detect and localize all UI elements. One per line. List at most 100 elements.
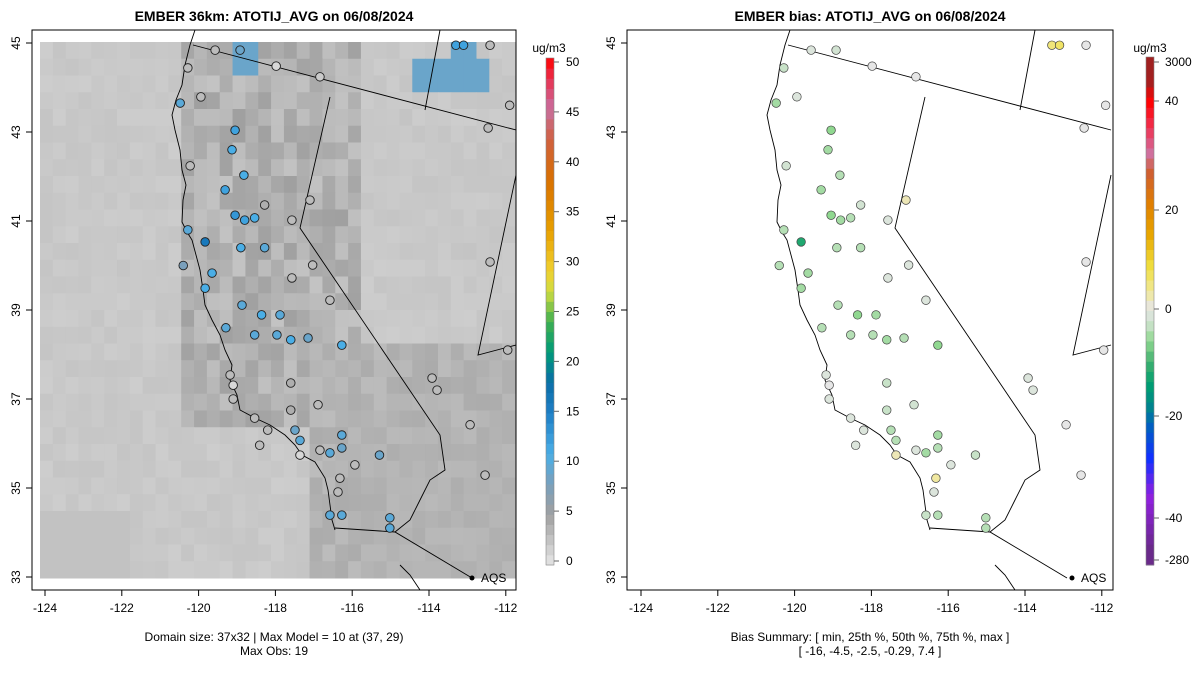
station-marker bbox=[178, 260, 188, 271]
grid-cell bbox=[271, 527, 285, 545]
colorbar-swatch bbox=[1146, 453, 1154, 464]
grid-cell bbox=[450, 527, 465, 545]
grid-cell bbox=[168, 209, 182, 227]
grid-cell bbox=[335, 192, 349, 210]
grid-cell bbox=[399, 293, 413, 311]
grid-cell bbox=[437, 427, 452, 445]
colorbar-tick-label: 35 bbox=[566, 205, 580, 219]
grid-cell bbox=[271, 343, 285, 361]
grid-cell bbox=[52, 243, 67, 261]
grid-cell bbox=[129, 42, 144, 60]
grid-cell bbox=[502, 444, 516, 462]
grid-cell bbox=[245, 276, 259, 294]
grid-cell bbox=[412, 176, 426, 194]
grid-cell bbox=[335, 58, 349, 76]
colorbar-swatch bbox=[1146, 300, 1154, 312]
grid-cell bbox=[412, 427, 426, 445]
grid-cell bbox=[129, 109, 144, 127]
grid-cell bbox=[181, 444, 195, 462]
grid-cell bbox=[168, 544, 182, 562]
grid-cell bbox=[437, 544, 452, 562]
grid-cell bbox=[155, 477, 169, 495]
grid-cell bbox=[309, 109, 323, 127]
station-marker bbox=[374, 450, 385, 460]
grid-cell bbox=[65, 159, 80, 177]
grid-cell bbox=[117, 494, 131, 512]
grid-cell bbox=[450, 125, 465, 143]
grid-cell bbox=[40, 293, 54, 311]
grid-cell bbox=[194, 360, 208, 378]
colorbar-swatch bbox=[546, 240, 554, 252]
grid-cell bbox=[360, 410, 375, 428]
grid-cell bbox=[232, 561, 246, 579]
grid-cell bbox=[476, 410, 490, 428]
grid-cell bbox=[104, 494, 118, 512]
grid-cell bbox=[489, 192, 503, 210]
colorbar-swatch bbox=[1146, 402, 1154, 414]
grid-cell bbox=[232, 410, 246, 428]
colorbar-swatch bbox=[1146, 341, 1154, 353]
grid-cell bbox=[412, 444, 426, 462]
grid-cell bbox=[399, 511, 413, 529]
y-tick-label: 33 bbox=[9, 570, 23, 584]
bias-station-marker bbox=[933, 340, 943, 350]
bias-station-marker bbox=[823, 145, 833, 155]
grid-cell bbox=[322, 460, 336, 478]
grid-cell bbox=[360, 92, 375, 110]
colorbar-swatch bbox=[546, 270, 554, 282]
grid-cell bbox=[194, 209, 208, 227]
grid-cell bbox=[245, 427, 259, 445]
grid-cell bbox=[168, 109, 182, 127]
grid-cell bbox=[40, 460, 54, 478]
grid-cell bbox=[40, 393, 54, 411]
grid-cell bbox=[386, 427, 400, 445]
bias-station-marker bbox=[981, 523, 991, 533]
grid-cell bbox=[271, 226, 285, 244]
grid-cell bbox=[155, 209, 169, 227]
grid-cell bbox=[142, 125, 157, 143]
grid-cell bbox=[360, 192, 375, 210]
grid-cell bbox=[335, 159, 349, 177]
bias-station-marker bbox=[855, 200, 866, 210]
grid-cell bbox=[283, 58, 298, 76]
grid-cell bbox=[104, 410, 118, 428]
grid-cell bbox=[283, 142, 298, 160]
grid-cell bbox=[40, 276, 54, 294]
grid-cell bbox=[104, 176, 118, 194]
grid-cell bbox=[386, 276, 400, 294]
grid-cell bbox=[463, 427, 477, 445]
grid-cell bbox=[117, 561, 131, 579]
grid-cell bbox=[78, 42, 92, 60]
grid-cell bbox=[65, 494, 80, 512]
grid-cell bbox=[373, 226, 388, 244]
y-tick-label: 41 bbox=[9, 214, 23, 228]
grid-cell bbox=[360, 259, 375, 277]
station-marker bbox=[256, 310, 267, 320]
grid-cell bbox=[335, 410, 349, 428]
grid-cell bbox=[373, 561, 388, 579]
grid-cell bbox=[450, 326, 465, 344]
grid-cell bbox=[412, 310, 426, 328]
grid-cell bbox=[463, 142, 477, 160]
grid-cell bbox=[245, 58, 259, 76]
grid-cell bbox=[463, 477, 477, 495]
grid-cell bbox=[206, 192, 221, 210]
grid-cell bbox=[104, 276, 118, 294]
colorbar-swatch bbox=[1146, 87, 1154, 99]
grid-cell bbox=[463, 58, 477, 76]
grid-cell bbox=[78, 226, 92, 244]
grid-cell bbox=[52, 192, 67, 210]
grid-cell bbox=[425, 444, 439, 462]
colorbar-swatch bbox=[546, 514, 554, 525]
grid-cell bbox=[52, 42, 67, 60]
grid-cell bbox=[502, 142, 516, 160]
bias-station-marker bbox=[771, 98, 781, 108]
grid-cell bbox=[40, 142, 54, 160]
grid-cell bbox=[399, 343, 413, 361]
grid-cell bbox=[309, 360, 323, 378]
colorbar-swatch bbox=[546, 291, 554, 302]
grid-cell bbox=[40, 159, 54, 177]
grid-cell bbox=[271, 75, 285, 93]
grid-cell bbox=[386, 142, 400, 160]
grid-cell bbox=[181, 109, 195, 127]
